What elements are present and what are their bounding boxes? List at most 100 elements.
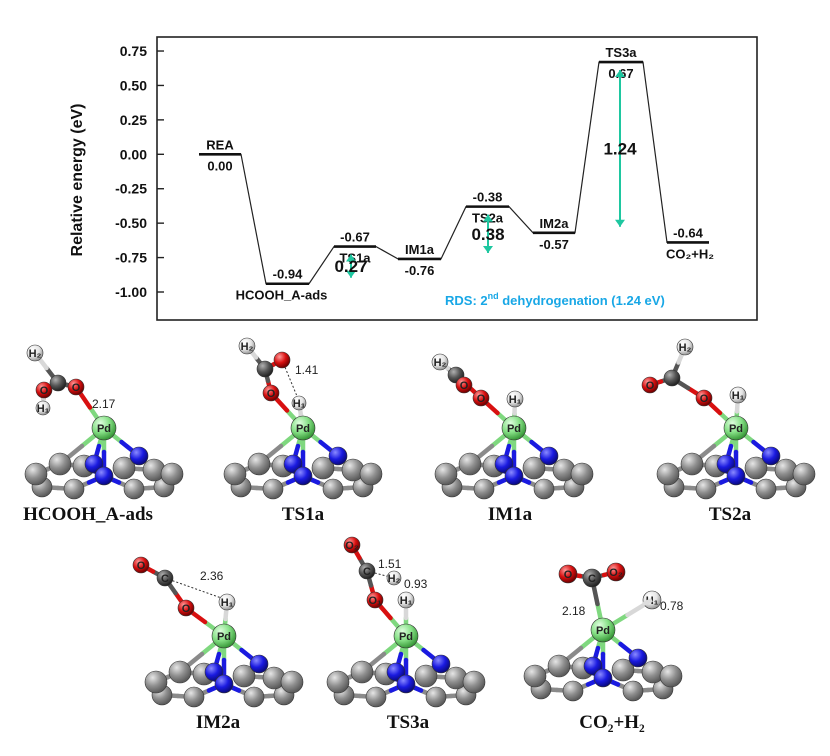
carbon-atom xyxy=(755,478,777,500)
structure-caption: IM2a xyxy=(196,712,241,733)
carbon-atom xyxy=(458,452,482,476)
structure-2: H₂ O H₁ Pd 1.41 TS1a xyxy=(223,337,383,525)
state-name: TS1a xyxy=(339,251,371,266)
nitrogen-atom xyxy=(386,662,406,682)
hydrogen-atom xyxy=(35,400,51,416)
h2-bond xyxy=(642,598,653,606)
bond-length-label: 0.93 xyxy=(404,577,428,591)
oxygen-atom xyxy=(455,376,473,394)
carbon-atom xyxy=(434,462,458,486)
substrate xyxy=(144,633,304,708)
profile-line xyxy=(199,61,709,285)
hydrogen-atom xyxy=(676,338,694,356)
carbon-atom xyxy=(656,462,680,486)
structure-5: O C O H₁ Pd 2.36 IM2a xyxy=(132,556,304,733)
atom-label: C xyxy=(588,573,596,585)
palladium-atom xyxy=(211,623,237,649)
carbon-atom xyxy=(232,664,256,688)
nitrogen-atom xyxy=(539,446,559,466)
carbon-atom xyxy=(359,462,383,486)
state-name: HCOOH_A-ads xyxy=(236,288,328,303)
atom-label: O xyxy=(700,393,709,405)
plot-frame xyxy=(156,36,758,321)
carbon-atom xyxy=(256,360,274,378)
atom-label: H₂ xyxy=(679,342,692,354)
substrate xyxy=(434,425,594,500)
carbon-atom xyxy=(562,680,584,702)
atom-label: Pd xyxy=(729,423,743,435)
atom-label: O xyxy=(40,385,49,397)
nitrogen-atom xyxy=(283,454,303,474)
carbon-atom xyxy=(322,478,344,500)
atom-label: H₁ xyxy=(400,595,413,607)
carbon-atom xyxy=(462,670,486,694)
carbon-atom xyxy=(326,670,350,694)
oxygen-atom xyxy=(366,591,384,609)
carbon-atom xyxy=(262,478,284,500)
carbon-atom xyxy=(547,654,571,678)
carbon-atom xyxy=(112,456,136,480)
carbon-atom xyxy=(582,568,602,588)
carbon-atom xyxy=(425,686,447,708)
atom-label: Pd xyxy=(296,423,310,435)
palladium-atom xyxy=(393,623,419,649)
barrier-markers: 0.27 0.38 1.24 xyxy=(334,70,637,278)
palladium-atom xyxy=(590,617,616,643)
carbon-atom xyxy=(365,686,387,708)
hydrogen-atom xyxy=(238,337,256,355)
nitrogen-atom xyxy=(628,648,648,668)
atom-label: O xyxy=(182,603,191,615)
nitrogen-atom xyxy=(204,662,224,682)
atom-label: O xyxy=(646,380,655,392)
arrow-head-down xyxy=(483,245,493,253)
atom-label: Pd xyxy=(399,631,413,643)
oxygen-atom xyxy=(472,389,490,407)
carbon-atom xyxy=(533,478,555,500)
state-name: CO₂+H₂ xyxy=(666,246,714,261)
atom-label: O₂ xyxy=(345,540,359,552)
state-energy: 0.00 xyxy=(207,158,232,173)
carbon-atom xyxy=(522,456,546,480)
hydrogen-atom xyxy=(506,390,524,408)
carbon-atom xyxy=(247,452,271,476)
structure-6: O₂ C H₂ O₁ H₁ Pd 1.510.93 TS3a xyxy=(326,536,486,733)
atom-label: Pd xyxy=(507,423,521,435)
structure-caption: CO₂+H₂ xyxy=(579,712,645,733)
carbon-atom xyxy=(63,478,85,500)
carbon-atom xyxy=(350,660,374,684)
oxygen-atom xyxy=(641,376,659,394)
carbon-atom xyxy=(183,686,205,708)
state-energy: -0.94 xyxy=(273,267,303,282)
atom-label: O xyxy=(460,380,469,392)
nitrogen-atom xyxy=(293,466,313,486)
carbon-atom xyxy=(144,670,168,694)
atom-label: H₁ xyxy=(221,597,234,609)
nitrogen-atom xyxy=(94,466,114,486)
carbon-atom xyxy=(523,664,547,688)
carbon-atom xyxy=(223,462,247,486)
nitrogen-atom xyxy=(84,454,104,474)
nitrogen-atom xyxy=(214,674,234,694)
carbon-atom xyxy=(792,462,816,486)
hydrogen-atom xyxy=(431,353,449,371)
state-energy: -0.76 xyxy=(405,263,435,278)
structure-caption: TS1a xyxy=(282,504,325,525)
carbon-atom xyxy=(695,478,717,500)
carbon-atom xyxy=(311,456,335,480)
carbon-atom xyxy=(473,478,495,500)
y-tick-label: -0.50 xyxy=(115,215,147,231)
atom-label: H₁ xyxy=(37,403,50,415)
carbon-atom xyxy=(744,456,768,480)
atom-label: Pd xyxy=(217,631,231,643)
reaction-path xyxy=(199,61,709,285)
atom-label: H₁ xyxy=(293,398,306,410)
atom-label: O xyxy=(564,569,573,581)
carbon-atom xyxy=(280,670,304,694)
carbon-atom xyxy=(123,478,145,500)
carbon-atom xyxy=(160,462,184,486)
atom-label: O xyxy=(137,560,146,572)
arrow-head-up xyxy=(346,254,356,262)
y-tick-label: 0.25 xyxy=(120,112,147,128)
oxygen-atom xyxy=(273,351,291,369)
atom-label: H₂ xyxy=(29,348,42,360)
